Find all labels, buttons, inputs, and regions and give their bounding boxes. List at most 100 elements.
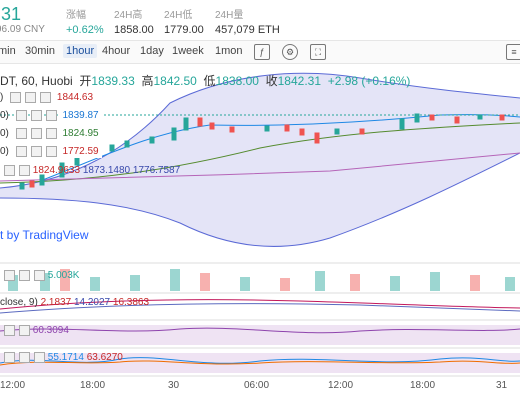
remove-toggle[interactable] xyxy=(45,110,57,121)
settings-toggle[interactable] xyxy=(30,146,42,157)
indicator-prefix: 0) xyxy=(0,128,9,140)
kd-legend: 55.1714 63.6270 xyxy=(0,352,123,363)
indicator-prefix: 0) xyxy=(0,110,9,122)
stat-high-label: 24H高 xyxy=(114,10,143,21)
indicator-row-4: 0) 1772.59 xyxy=(0,146,102,159)
stat-low-value: 1779.00 xyxy=(164,24,204,36)
tradingview-watermark: t by TradingView xyxy=(0,228,89,242)
tf-1week[interactable]: 1week xyxy=(172,45,204,57)
boll-lower: 1776.7587 xyxy=(132,165,181,177)
macd-legend: close, 9) 2.1837 14.2027 16.3863 xyxy=(0,297,149,308)
open-label: 开 xyxy=(79,74,92,88)
candle xyxy=(209,122,215,130)
stat-volume-label: 24H量 xyxy=(215,10,244,21)
visibility-toggle[interactable] xyxy=(15,110,27,121)
remove-toggle[interactable] xyxy=(34,352,45,363)
indicator-icon[interactable]: ƒ xyxy=(254,44,270,60)
fullscreen-icon[interactable]: ⛶ xyxy=(310,44,326,60)
macd-value-2: 14.2027 xyxy=(73,297,111,308)
candle xyxy=(39,174,45,186)
x-axis-label: 18:00 xyxy=(410,380,436,391)
ohlc-legend: DT, 60, Huobi 开1839.33 高1842.50 低1838.00… xyxy=(0,72,410,89)
settings-toggle[interactable] xyxy=(25,92,37,103)
visibility-toggle[interactable] xyxy=(15,146,27,157)
boll-legend: 1824.9633 1873.1480 1776.7587 xyxy=(0,165,180,176)
volume-bar xyxy=(430,272,440,291)
candle xyxy=(183,117,189,131)
stat-low: 24H低 1779.00 xyxy=(164,6,204,36)
volume-bar xyxy=(90,277,100,291)
volume-bar xyxy=(390,276,400,291)
volume-bar xyxy=(240,277,250,291)
stat-low-label: 24H低 xyxy=(164,10,193,21)
price-cny: 96.09 CNY xyxy=(0,24,45,35)
settings-toggle[interactable] xyxy=(30,110,42,121)
tf-4hour[interactable]: 4hour xyxy=(102,45,131,57)
kd-k-value: 55.1714 xyxy=(47,352,84,364)
settings-toggle[interactable] xyxy=(19,165,30,176)
indicator-row-3: 0) 1824.95 xyxy=(0,128,102,141)
boll-upper: 1873.1480 xyxy=(82,165,131,177)
settings-icon[interactable]: ⚙ xyxy=(282,44,298,60)
stat-volume: 24H量 457,079 ETH xyxy=(215,6,280,36)
remove-toggle[interactable] xyxy=(34,270,45,281)
visibility-toggle[interactable] xyxy=(4,165,15,176)
macd-line xyxy=(0,299,520,310)
settings-toggle[interactable] xyxy=(19,270,30,281)
settings-toggle[interactable] xyxy=(19,352,30,363)
volume-bar xyxy=(505,277,515,291)
candle xyxy=(314,132,320,144)
tf-1mon[interactable]: 1mon xyxy=(215,45,243,57)
high-label: 高 xyxy=(141,74,154,88)
close-value: 1842.31 xyxy=(277,74,322,88)
volume-bar xyxy=(8,275,18,291)
macd-value-3: 16.3863 xyxy=(112,297,150,308)
settings-toggle[interactable] xyxy=(19,325,30,336)
kd-d-line xyxy=(0,360,520,366)
candle xyxy=(264,125,270,132)
remove-toggle[interactable] xyxy=(45,128,57,139)
bollinger-lower-line xyxy=(0,152,520,247)
volume-bar xyxy=(470,275,480,291)
candles-down xyxy=(29,114,505,188)
high-value: 1842.50 xyxy=(153,74,197,88)
chart-area[interactable] xyxy=(0,63,520,400)
candle xyxy=(454,116,460,124)
stat-change: 涨幅 +0.62% xyxy=(66,6,104,36)
visibility-toggle[interactable] xyxy=(10,92,22,103)
stat-volume-value: 457,079 ETH xyxy=(215,24,280,36)
tf-1day[interactable]: 1day xyxy=(140,45,164,57)
x-axis-label: 06:00 xyxy=(244,380,270,391)
low-label: 低 xyxy=(203,74,216,88)
visibility-toggle[interactable] xyxy=(4,270,15,281)
indicator-prefix: 0) xyxy=(0,146,9,158)
candle xyxy=(334,128,340,135)
macd-value-1: 2.1837 xyxy=(40,297,72,308)
remove-toggle[interactable] xyxy=(40,92,52,103)
tf-1min[interactable]: min xyxy=(0,45,16,57)
tf-30min[interactable]: 30min xyxy=(25,45,55,57)
visibility-toggle[interactable] xyxy=(15,128,27,139)
settings-toggle[interactable] xyxy=(30,128,42,139)
stat-change-value: +0.62% xyxy=(66,24,104,36)
tf-1hour[interactable]: 1hour xyxy=(63,44,98,58)
candle xyxy=(499,114,505,121)
candle xyxy=(149,136,155,144)
candle xyxy=(109,144,115,152)
remove-toggle[interactable] xyxy=(45,146,57,157)
volume-bar xyxy=(350,274,360,291)
x-axis-label: 12:00 xyxy=(328,380,354,391)
visibility-toggle[interactable] xyxy=(4,325,15,336)
candle xyxy=(359,128,365,135)
indicator-value: 1772.59 xyxy=(59,146,102,159)
stat-change-label: 涨幅 xyxy=(66,10,86,21)
boll-mid: 1824.9633 xyxy=(32,165,81,177)
menu-icon[interactable]: ≡ xyxy=(506,44,520,60)
candle xyxy=(124,140,130,148)
candle xyxy=(59,162,65,178)
candle xyxy=(197,117,203,127)
volume-bar xyxy=(280,278,290,291)
visibility-toggle[interactable] xyxy=(4,352,15,363)
volume-bars xyxy=(8,269,515,291)
chart-toolbar: min 30min 1hour 4hour 1day 1week 1mon ƒ … xyxy=(0,40,520,64)
